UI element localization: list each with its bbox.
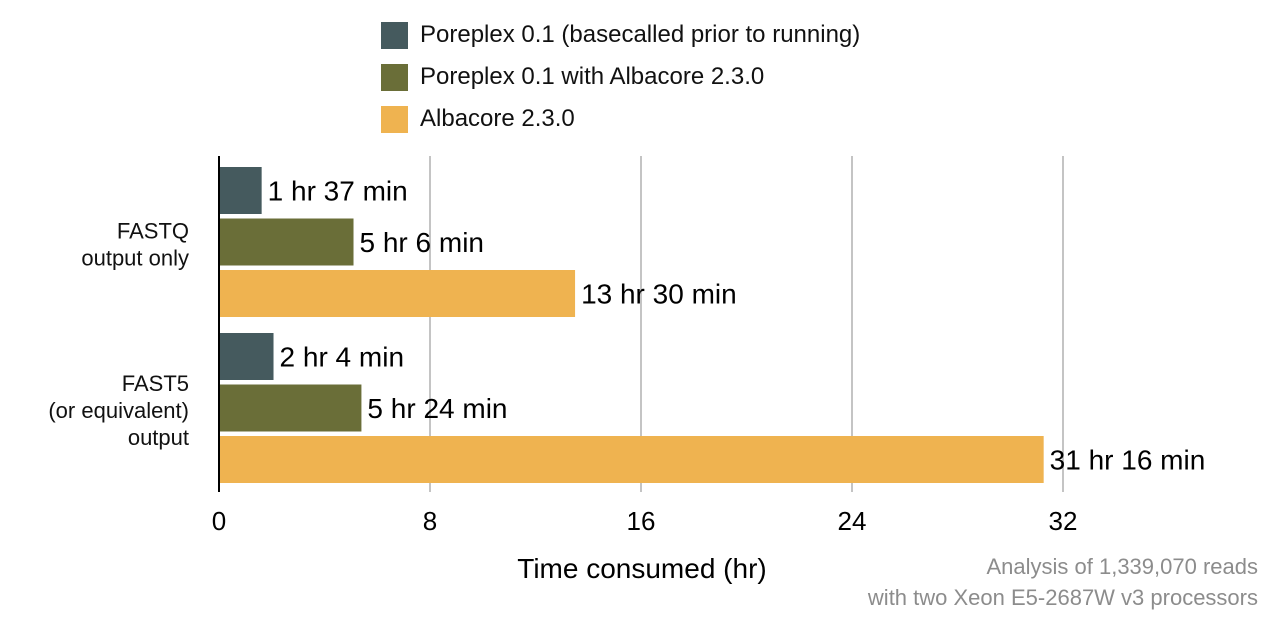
legend-item: Albacore 2.3.0 [381,98,860,140]
bar [219,436,1044,483]
category-label: (or equivalent) [48,398,189,423]
x-tick-label: 0 [212,506,226,536]
analysis-note: Analysis of 1,339,070 reads with two Xeo… [868,551,1258,613]
x-tick-label: 24 [838,506,867,536]
data-label: 1 hr 37 min [268,176,408,207]
data-label: 2 hr 4 min [280,342,405,373]
legend-label: Poreplex 0.1 with Albacore 2.3.0 [420,63,765,90]
category-label: output only [81,246,189,271]
legend-swatch [381,63,408,91]
bar [219,384,362,432]
data-label: 5 hr 6 min [360,227,485,258]
legend-label: Albacore 2.3.0 [420,105,575,132]
x-tick-label: 8 [423,506,437,536]
category-label: FASTQ [117,219,189,244]
analysis-note-line-2: with two Xeon E5-2687W v3 processors [867,585,1258,610]
legend: Poreplex 0.1 (basecalled prior to runnin… [381,14,860,140]
bar [219,333,274,380]
legend-swatch [381,105,408,133]
x-tick-label: 32 [1049,506,1078,536]
data-label: 5 hr 24 min [367,393,507,424]
category-label: FAST5 [122,371,189,396]
analysis-note-line-1: Analysis of 1,339,070 reads [986,554,1258,579]
category-label: output [128,425,189,450]
bar [219,218,354,266]
bar [219,270,576,317]
bar [219,167,262,214]
data-label: 13 hr 30 min [581,279,737,310]
legend-label: Poreplex 0.1 (basecalled prior to runnin… [420,21,861,48]
legend-item: Poreplex 0.1 with Albacore 2.3.0 [381,56,860,98]
legend-item: Poreplex 0.1 (basecalled prior to runnin… [381,14,860,56]
x-axis-title: Time consumed (hr) [517,553,766,584]
x-tick-label: 16 [627,506,656,536]
data-label: 31 hr 16 min [1050,445,1206,476]
legend-swatch [381,21,408,49]
